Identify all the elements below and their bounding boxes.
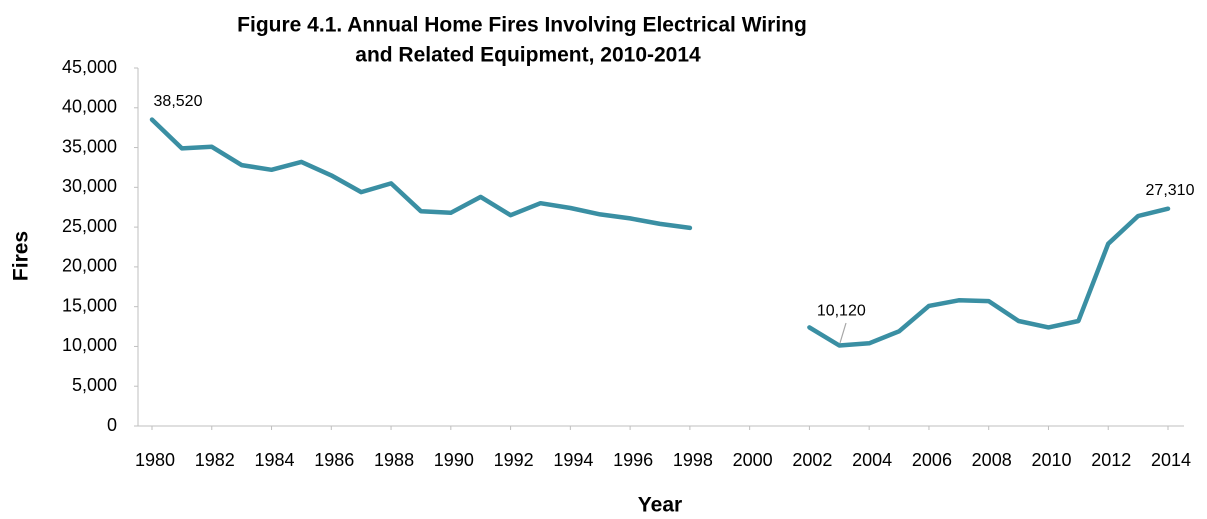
data-label: 27,310: [1146, 182, 1195, 199]
y-tick-label: 5,000: [72, 375, 117, 395]
x-tick-label: 2014: [1151, 450, 1191, 470]
x-tick-label: 2012: [1091, 450, 1131, 470]
y-axis-title: Fires: [10, 231, 33, 281]
y-tick-label: 25,000: [62, 216, 117, 236]
chart-title: and Related Equipment, 2010-2014: [355, 44, 701, 67]
x-tick-label: 1986: [314, 450, 354, 470]
leader-line: [839, 322, 847, 344]
x-tick-label: 2010: [1031, 450, 1071, 470]
x-tick-label: 2006: [912, 450, 952, 470]
x-tick-label: 1984: [255, 450, 295, 470]
x-tick-label: 2000: [733, 450, 773, 470]
x-tick-label: 2008: [972, 450, 1012, 470]
y-tick-label: 15,000: [62, 295, 117, 315]
y-tick-label: 10,000: [62, 335, 117, 355]
x-tick-label: 1998: [673, 450, 713, 470]
x-axis-title: Year: [638, 494, 682, 517]
y-tick-label: 20,000: [62, 256, 117, 276]
x-tick-label: 1982: [195, 450, 235, 470]
y-tick-label: 40,000: [62, 97, 117, 117]
chart-title: Figure 4.1. Annual Home Fires Involving …: [237, 14, 807, 37]
x-tick-label: 1988: [374, 450, 414, 470]
x-tick-label: 1980: [135, 450, 175, 470]
x-tick-label: 2004: [852, 450, 892, 470]
x-tick-label: 1992: [494, 450, 534, 470]
y-tick-label: 35,000: [62, 136, 117, 156]
data-label: 10,120: [817, 303, 866, 320]
y-tick-label: 0: [107, 415, 117, 435]
x-tick-label: 2002: [792, 450, 832, 470]
data-line: [149, 117, 1171, 348]
y-tick-label: 30,000: [62, 176, 117, 196]
x-tick-label: 1990: [434, 450, 474, 470]
y-tick-label: 45,000: [62, 57, 117, 77]
data-label: 38,520: [154, 93, 203, 110]
x-tick-label: 1996: [613, 450, 653, 470]
x-tick-label: 1994: [553, 450, 593, 470]
